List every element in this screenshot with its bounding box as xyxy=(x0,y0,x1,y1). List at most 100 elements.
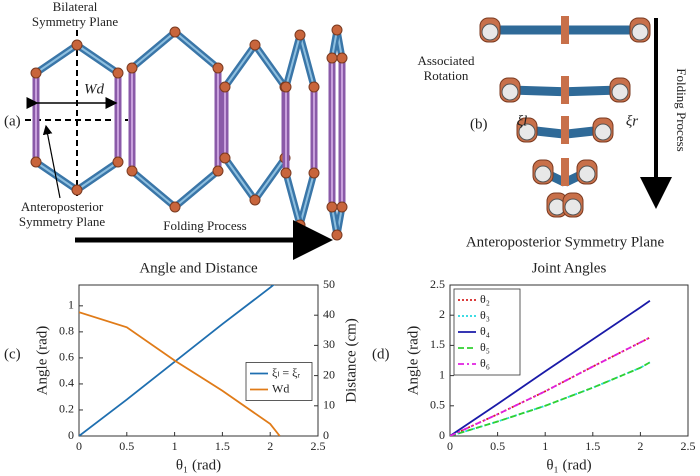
anteroposterior-label: Symmetry Plane xyxy=(19,214,106,229)
x-tick-label: 2.5 xyxy=(311,439,326,453)
y-tick-label: 0 xyxy=(68,428,74,442)
joint xyxy=(212,165,224,177)
chart-title: Joint Angles xyxy=(532,260,607,276)
joint xyxy=(336,52,348,64)
joint xyxy=(326,201,338,213)
y-tick-label: 0.6 xyxy=(59,350,74,364)
y2-tick-label: 10 xyxy=(323,398,335,412)
legend-box xyxy=(245,362,313,401)
panel-a xyxy=(25,24,348,241)
bilateral-label: Bilateral xyxy=(53,0,98,14)
link-highlight xyxy=(35,161,78,191)
link-highlight xyxy=(224,44,256,88)
module-hub xyxy=(561,76,569,104)
joint xyxy=(294,219,306,231)
disc xyxy=(501,83,519,101)
legend-label: ξₗ = ξᵣ xyxy=(272,365,300,379)
link-highlight xyxy=(224,157,256,201)
y-tick-label: 2 xyxy=(439,307,445,321)
panel-a-labels: Wd (a) Bilateral Symmetry Plane Anteropo… xyxy=(4,0,333,260)
x-tick-label: 2 xyxy=(637,439,643,453)
y2-axis-label: Distance (cm) xyxy=(343,318,359,403)
x-tick-label: 1.5 xyxy=(215,439,230,453)
disc xyxy=(481,23,499,41)
x-tick-label: 1 xyxy=(172,439,178,453)
y-tick-label: 1.5 xyxy=(430,337,445,351)
plot-frame xyxy=(449,284,689,437)
joint xyxy=(30,67,42,79)
link-highlight xyxy=(131,170,176,208)
module-hub xyxy=(561,116,569,144)
link-highlight xyxy=(299,34,315,88)
plane-label: Anteroposterior Symmetry Plane xyxy=(466,234,665,250)
chart-title: Angle and Distance xyxy=(139,260,258,276)
rotation-label: Associated xyxy=(417,53,475,68)
y2-tick-label: 30 xyxy=(323,337,335,351)
link-highlight xyxy=(285,172,301,226)
y2-tick-label: 0 xyxy=(323,428,329,442)
rotation-label: Rotation xyxy=(424,68,469,83)
disc xyxy=(631,23,649,41)
joint xyxy=(336,201,348,213)
legend-label: θ₂ xyxy=(480,292,490,306)
joint xyxy=(294,29,306,41)
y-tick-label: 0.8 xyxy=(59,324,74,338)
series-line xyxy=(79,285,275,436)
xi-l-label: ξl xyxy=(517,113,528,129)
module-hub xyxy=(561,16,569,44)
x-tick-label: 0.5 xyxy=(119,439,134,453)
series-line xyxy=(450,299,651,436)
joint xyxy=(280,81,292,93)
series-line xyxy=(79,311,281,436)
joint xyxy=(126,165,138,177)
x-tick-label: 1.5 xyxy=(585,439,600,453)
link-highlight xyxy=(131,31,176,69)
joint xyxy=(308,81,320,93)
link-highlight xyxy=(174,170,219,208)
y-tick-label: 0.4 xyxy=(59,376,74,390)
joint xyxy=(30,156,42,168)
disc xyxy=(564,198,582,216)
joint xyxy=(280,167,292,179)
y-tick-label: 0.2 xyxy=(59,402,74,416)
y2-tick-label: 20 xyxy=(323,367,335,381)
series-line xyxy=(450,336,651,436)
joint xyxy=(219,152,231,164)
folding-label: Folding Process xyxy=(674,68,689,151)
disc xyxy=(611,83,629,101)
y2-tick-label: 50 xyxy=(323,277,335,291)
x-tick-label: 1 xyxy=(542,439,548,453)
legend-label: Wd xyxy=(272,381,289,395)
x-tick-label: 0 xyxy=(76,439,82,453)
joint xyxy=(71,39,83,51)
y-axis-label: Angle (rad) xyxy=(405,326,421,396)
folding-label: Folding Process xyxy=(163,218,246,233)
joint xyxy=(112,156,124,168)
x-tick-label: 2.5 xyxy=(681,439,696,453)
joint xyxy=(112,67,124,79)
y-axis-label: Angle (rad) xyxy=(34,326,50,396)
disc xyxy=(518,123,536,141)
joint xyxy=(219,81,231,93)
y-tick-label: 0 xyxy=(439,428,445,442)
x-axis-label: θ₁ (rad) xyxy=(176,457,221,473)
panel-b xyxy=(479,16,651,218)
joint xyxy=(249,39,261,51)
x-tick-label: 0.5 xyxy=(490,439,505,453)
pointer xyxy=(42,124,61,199)
disc xyxy=(578,165,596,183)
anteroposterior-label: Anteroposterior xyxy=(21,199,104,214)
panel-label: (c) xyxy=(4,346,21,362)
x-tick-label: 2 xyxy=(267,439,273,453)
disc xyxy=(594,123,612,141)
joint xyxy=(326,52,338,64)
link-highlight xyxy=(299,172,315,226)
xi-r-label: ξr xyxy=(626,113,638,129)
joint xyxy=(212,62,224,74)
legend-label: θ₅ xyxy=(480,340,490,354)
joint xyxy=(249,194,261,206)
bilateral-label: Symmetry Plane xyxy=(32,14,119,29)
joint xyxy=(331,229,343,241)
disc xyxy=(534,165,552,183)
